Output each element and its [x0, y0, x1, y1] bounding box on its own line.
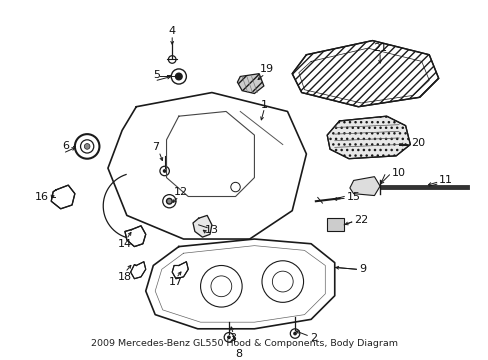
Polygon shape — [130, 262, 145, 279]
Text: 1: 1 — [260, 100, 267, 110]
Text: 20: 20 — [410, 138, 424, 148]
Text: 7: 7 — [151, 142, 159, 152]
Circle shape — [231, 348, 235, 351]
Polygon shape — [51, 185, 75, 209]
Circle shape — [175, 73, 182, 80]
Text: 14: 14 — [118, 239, 132, 249]
Text: 15: 15 — [346, 192, 360, 202]
Text: 18: 18 — [118, 272, 132, 282]
Text: 21: 21 — [372, 43, 386, 53]
Text: 10: 10 — [391, 168, 405, 178]
Circle shape — [163, 169, 166, 173]
Circle shape — [226, 336, 230, 339]
Text: 12: 12 — [173, 187, 187, 197]
Polygon shape — [292, 41, 438, 107]
Text: 17: 17 — [168, 276, 183, 287]
Polygon shape — [172, 262, 188, 279]
Polygon shape — [125, 226, 145, 247]
Text: 6: 6 — [62, 141, 69, 152]
Polygon shape — [237, 74, 264, 94]
Circle shape — [293, 332, 296, 336]
Text: 22: 22 — [353, 215, 367, 225]
Text: 2: 2 — [310, 333, 317, 343]
Polygon shape — [193, 215, 211, 237]
Text: 9: 9 — [359, 264, 366, 274]
Text: 11: 11 — [438, 175, 452, 185]
Polygon shape — [349, 177, 379, 195]
Circle shape — [166, 198, 172, 204]
Text: 19: 19 — [259, 64, 273, 74]
Polygon shape — [326, 116, 409, 159]
Circle shape — [84, 144, 90, 149]
Text: 5: 5 — [153, 69, 160, 80]
Bar — [326, 218, 344, 231]
Text: 2009 Mercedes-Benz GL550 Hood & Components, Body Diagram: 2009 Mercedes-Benz GL550 Hood & Componen… — [91, 339, 398, 348]
Text: 4: 4 — [168, 26, 175, 36]
Text: 16: 16 — [35, 192, 49, 202]
Text: 13: 13 — [204, 225, 219, 235]
Text: 8: 8 — [234, 349, 242, 359]
Text: 3: 3 — [229, 333, 236, 343]
